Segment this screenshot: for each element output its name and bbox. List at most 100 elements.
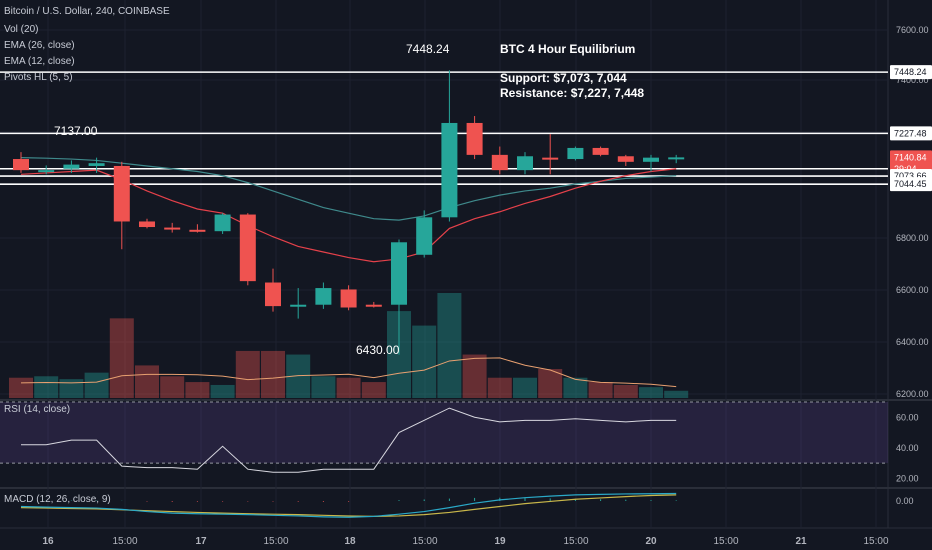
candle-body: [542, 157, 559, 160]
candle-body: [517, 156, 533, 171]
candle-body: [617, 156, 634, 162]
legend-vol: Vol (20): [4, 24, 39, 35]
volume-bar: [361, 382, 386, 398]
price-tag-label: 7073.66: [894, 171, 927, 181]
candle-body: [340, 289, 357, 308]
rsi-tick-label: 60.00: [896, 412, 919, 422]
rsi-band: [0, 402, 888, 464]
price-tag-label: 7227.48: [894, 128, 927, 138]
candle-body: [214, 214, 231, 232]
price-tag: [890, 177, 932, 192]
price-tag: [890, 150, 932, 165]
volume-bar: [588, 382, 613, 398]
candle-body: [491, 154, 508, 171]
pivot-high-label: 7448.24: [406, 42, 450, 56]
x-tick-label: 15:00: [412, 536, 437, 547]
volume-bar: [538, 369, 563, 398]
price-tag-label: 29:04: [894, 164, 917, 174]
ema26-line: [20, 157, 677, 221]
y-tick-label: 6800.00: [896, 233, 929, 243]
price-tag: [890, 65, 932, 80]
price-tag-label: 7140.84: [894, 152, 927, 162]
volume-bar: [664, 390, 689, 398]
volume-bar: [613, 384, 638, 398]
legend-rsi: RSI (14, close): [4, 404, 71, 415]
annotation-title: BTC 4 Hour Equilibrium: [500, 42, 636, 56]
candle-body: [365, 304, 382, 307]
candle-body: [567, 147, 584, 160]
x-tick-label: 21: [795, 536, 807, 547]
volume-bar: [487, 377, 512, 398]
volume-bar: [9, 377, 33, 398]
candle-body: [391, 242, 407, 305]
candle-body: [265, 282, 281, 307]
annotation-resistance: Resistance: $7,227, 7,448: [500, 86, 645, 100]
volume-bar: [109, 318, 134, 398]
volume-bar: [639, 387, 663, 398]
candle-body: [466, 122, 483, 155]
volume-bar: [311, 376, 336, 398]
volume-ma-line: [20, 357, 677, 388]
x-tick-label: 19: [494, 536, 506, 547]
ema12-line: [20, 168, 677, 263]
candle-body: [63, 164, 80, 169]
x-tick-label: 16: [42, 536, 54, 547]
candle-body: [290, 304, 307, 307]
candle-body: [189, 229, 206, 232]
volume-bar: [462, 354, 487, 398]
legend-pivots: Pivots HL (5, 5): [4, 72, 73, 83]
candle-body: [38, 170, 55, 173]
macd-signal-line: [20, 494, 677, 518]
x-tick-label: 15:00: [263, 536, 288, 547]
legend-macd: MACD (12, 26, close, 9): [4, 494, 111, 505]
volume-bar: [84, 372, 109, 398]
y-tick-label: 6600.00: [896, 285, 929, 295]
legend-symbol: Bitcoin / U.S. Dollar, 240, COINBASE: [4, 6, 170, 17]
candle-body: [441, 122, 458, 218]
volume-bar: [412, 325, 437, 398]
candle-body: [88, 163, 105, 166]
x-tick-label: 15:00: [112, 536, 137, 547]
legend-ema26: EMA (26, close): [4, 40, 75, 51]
y-tick-label: 7400.00: [896, 75, 929, 85]
candle-body: [315, 288, 332, 305]
volume-bar: [185, 382, 210, 398]
y-tick-label: 7600.00: [896, 25, 929, 35]
macd-tick-label: 0.00: [896, 496, 914, 506]
rsi-pane: [0, 402, 888, 486]
price-tag: [890, 126, 932, 141]
volume-bar: [513, 377, 537, 398]
rsi-tick-label: 20.00: [896, 473, 919, 483]
x-tick-label: 17: [195, 536, 207, 547]
rsi-tick-label: 40.00: [896, 443, 919, 453]
price-tag-label: 7044.45: [894, 179, 927, 189]
pivot-left-label: 7137.00: [54, 124, 98, 138]
candle-body: [239, 214, 256, 282]
candle-body: [139, 221, 155, 228]
volume-bar: [563, 377, 588, 398]
candle-body: [668, 157, 685, 160]
candle-body: [164, 227, 181, 230]
x-tick-label: 20: [645, 536, 657, 547]
volume-bar: [437, 293, 462, 398]
candle-body: [13, 159, 29, 171]
rsi-line: [21, 407, 677, 473]
volume-bar: [336, 377, 361, 398]
volume-bar: [261, 350, 285, 398]
macd-line: [20, 492, 677, 518]
annotation-support: Support: $7,073, 7,044: [500, 71, 627, 85]
volume-bar: [235, 350, 260, 398]
y-tick-label: 6400.00: [896, 337, 929, 347]
x-tick-label: 15:00: [713, 536, 738, 547]
legend-ema12: EMA (12, close): [4, 56, 75, 67]
candle-body: [113, 165, 130, 222]
x-tick-label: 18: [344, 536, 356, 547]
x-tick-label: 15:00: [563, 536, 588, 547]
volume-bar: [59, 379, 84, 398]
volume-bar: [135, 365, 159, 398]
y-tick-label: 6200.00: [896, 389, 929, 399]
x-tick-label: 15:00: [863, 536, 888, 547]
volume-bar: [34, 376, 59, 398]
price-tag-label: 7448.24: [894, 67, 927, 77]
